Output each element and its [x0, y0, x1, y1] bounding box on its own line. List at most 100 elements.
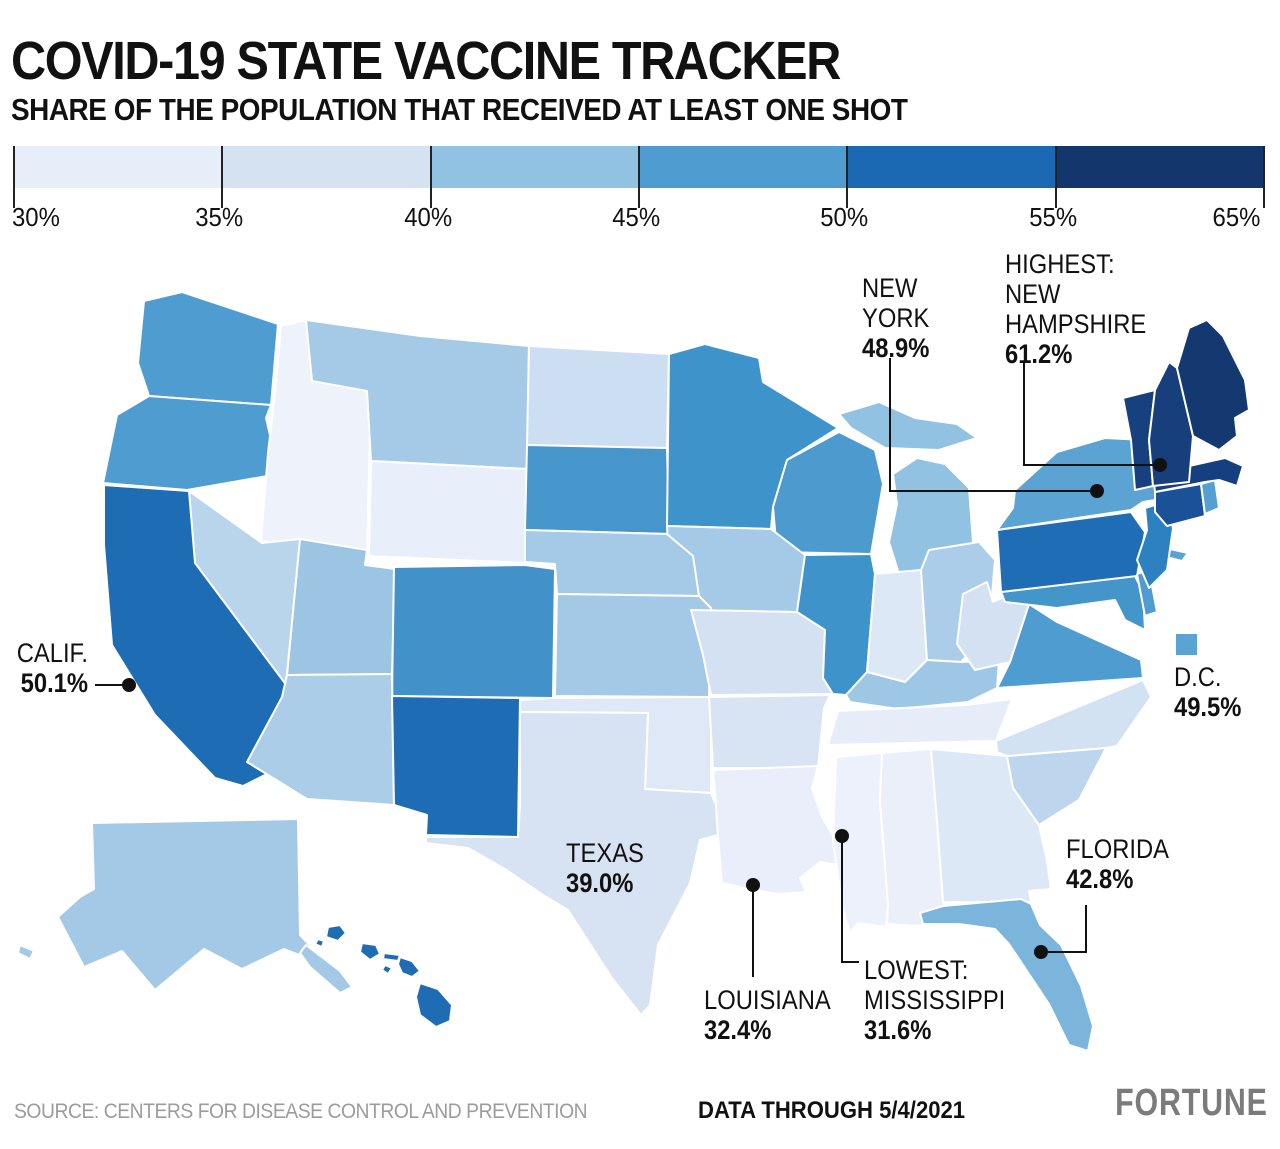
state-kansas	[554, 593, 712, 698]
state-washington	[137, 291, 279, 406]
annotation-new-hampshire: HIGHEST: NEW HAMPSHIRE 61.2%	[1005, 249, 1146, 369]
state-north-dakota	[526, 345, 670, 449]
data-through-note: DATA THROUGH 5/4/2021	[698, 1097, 966, 1124]
legend-tick	[638, 146, 640, 208]
annotation-florida: FLORIDA 42.8%	[1066, 834, 1169, 894]
state-north-carolina	[995, 679, 1152, 757]
fortune-logo: FORTUNE	[1115, 1082, 1268, 1124]
state-missouri	[690, 609, 834, 696]
annotation-line: FLORIDA	[1066, 834, 1169, 864]
annotation-texas: TEXAS 39.0%	[566, 838, 644, 898]
dot-louisiana	[746, 878, 760, 892]
state-florida	[919, 898, 1094, 1052]
dot-california	[122, 678, 136, 692]
legend-tick-label: 40%	[403, 202, 452, 232]
us-choropleth-map	[17, 291, 1250, 1052]
legend-tick-label: 65%	[1212, 202, 1261, 232]
state-wyoming	[368, 460, 528, 564]
state-tennessee	[827, 698, 1013, 746]
annotation-line: TEXAS	[566, 838, 644, 868]
annotation-line: CALIF.	[16, 638, 88, 668]
legend-tick	[846, 146, 849, 208]
legend-tick-label: 35%	[195, 202, 244, 232]
annotation-california: CALIF. 50.1%	[17, 638, 88, 698]
dot-florida	[1034, 945, 1048, 959]
annotation-line: HAMPSHIRE	[1005, 309, 1147, 339]
state-louisiana	[712, 765, 847, 895]
annotation-line: D.C.	[1174, 662, 1222, 692]
state-arizona	[246, 673, 395, 806]
legend-tick	[429, 146, 432, 208]
state-hawaii-molokai	[382, 952, 401, 962]
legend-tick	[13, 146, 15, 208]
annotation-line: LOUISIANA	[704, 985, 831, 1015]
legend-segment	[14, 146, 223, 188]
state-utah	[286, 538, 396, 676]
annotation-mississippi: LOWEST: MISSISSIPPI 31.6%	[864, 955, 1005, 1045]
legend-segment	[638, 146, 848, 188]
state-alaska-panhandle	[299, 944, 353, 994]
dc-legend-swatch	[1176, 634, 1197, 655]
state-hawaii-big-island	[415, 982, 453, 1028]
legend-segment	[430, 146, 639, 188]
legend-segment	[222, 146, 431, 188]
annotation-line: NEW	[1005, 279, 1061, 309]
annotation-new-york: NEW YORK 48.9%	[862, 273, 929, 363]
state-illinois	[796, 553, 876, 696]
annotation-value: 50.1%	[20, 668, 88, 698]
state-colorado	[391, 564, 556, 699]
legend-tick	[1054, 146, 1057, 208]
leader-florida	[1048, 905, 1087, 953]
legend-bar	[14, 146, 1264, 188]
state-alaska	[57, 818, 331, 991]
annotation-value: 39.0%	[566, 868, 634, 898]
legend-tick-label: 45%	[612, 202, 661, 232]
legend-segment	[847, 146, 1056, 188]
annotation-value: 48.9%	[862, 333, 930, 363]
state-california	[103, 484, 292, 787]
state-hawaii-lanai	[381, 964, 393, 975]
leader-new-york	[889, 358, 1092, 492]
leader-lines-layer	[95, 358, 1167, 977]
annotation-value: 32.4%	[704, 1015, 772, 1045]
state-south-dakota	[524, 444, 670, 535]
leader-mississippi	[841, 842, 859, 963]
page-subtitle: SHARE OF THE POPULATION THAT RECEIVED AT…	[11, 92, 908, 127]
legend-segment	[1055, 146, 1264, 188]
annotation-line: HIGHEST:	[1005, 249, 1115, 279]
state-hawaii-oahu	[359, 942, 381, 961]
state-maine	[1176, 319, 1250, 451]
legend-tick-label: 55%	[1028, 202, 1077, 232]
state-texas	[425, 711, 719, 1016]
dot-mississippi	[835, 829, 849, 843]
annotation-value: 42.8%	[1066, 864, 1134, 894]
state-hawaii-kauai	[325, 924, 347, 942]
state-hawaii-niihau	[314, 938, 325, 948]
annotation-dc: D.C. 49.5%	[1174, 662, 1241, 722]
annotation-value: 31.6%	[864, 1015, 932, 1045]
state-arkansas	[708, 694, 831, 769]
source-credit: SOURCE: CENTERS FOR DISEASE CONTROL AND …	[14, 1100, 588, 1123]
page-title: COVID-19 STATE VACCINE TRACKER	[11, 31, 841, 91]
annotation-value: 61.2%	[1005, 339, 1073, 369]
legend-tick	[221, 146, 224, 208]
leader-new-hampshire	[1023, 363, 1155, 466]
dot-new-hampshire	[1153, 458, 1167, 472]
annotation-line: NEW	[862, 273, 918, 303]
states-layer	[17, 291, 1250, 1052]
state-alaska-aleutians	[17, 944, 35, 960]
state-oregon	[102, 395, 280, 491]
state-indiana	[866, 569, 928, 683]
state-rhode-island	[1200, 479, 1220, 515]
legend-tick-label: 30%	[12, 202, 60, 232]
annotation-line: YORK	[862, 303, 930, 333]
state-new-mexico	[391, 695, 521, 838]
legend-tick-label: 50%	[820, 202, 869, 232]
annotation-line: MISSISSIPPI	[864, 985, 1006, 1015]
state-hawaii-maui	[397, 956, 421, 978]
annotation-value: 49.5%	[1174, 692, 1242, 722]
annotation-louisiana: LOUISIANA 32.4%	[704, 985, 831, 1045]
annotation-line: LOWEST:	[864, 955, 969, 985]
legend-tick	[1263, 146, 1265, 208]
